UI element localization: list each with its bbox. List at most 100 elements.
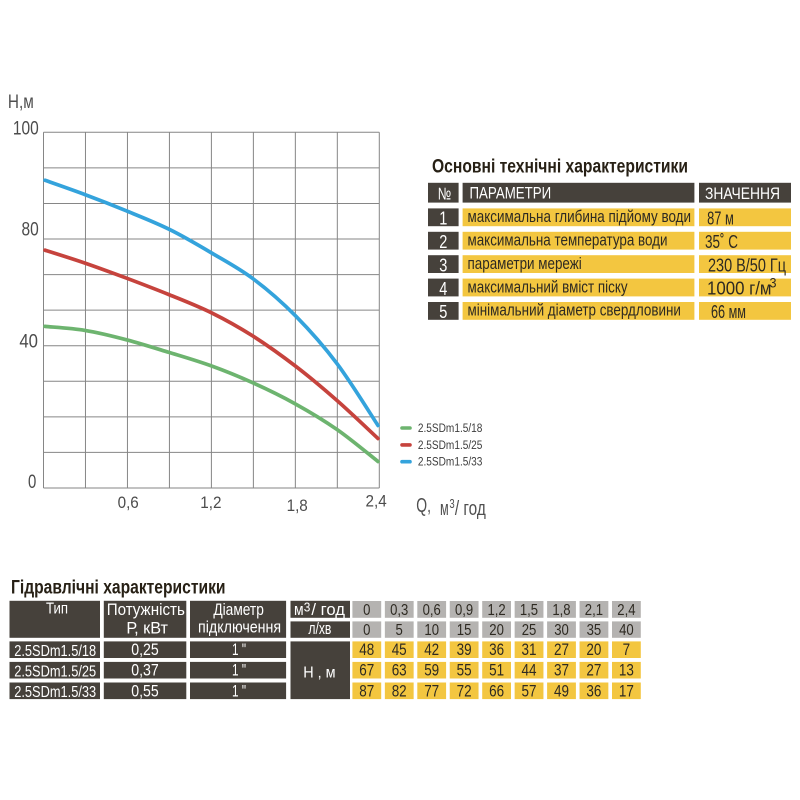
svg-text:5: 5 (439, 302, 447, 322)
svg-text:Р, кВт: Р, кВт (126, 620, 168, 638)
svg-text:0,25: 0,25 (131, 641, 159, 659)
svg-text:7: 7 (623, 641, 631, 659)
svg-text:1000 г/м: 1000 г/м (707, 278, 772, 299)
svg-text:параметри мережі: параметри мережі (468, 254, 582, 273)
svg-text:39: 39 (457, 641, 472, 659)
svg-text:1,2: 1,2 (200, 493, 221, 512)
svg-text:82: 82 (392, 682, 407, 700)
svg-text:20: 20 (489, 622, 504, 639)
svg-text:10: 10 (424, 622, 439, 639)
svg-text:2: 2 (439, 232, 447, 252)
svg-text:80: 80 (22, 218, 39, 240)
svg-text:0,6: 0,6 (118, 493, 139, 512)
svg-text:36: 36 (489, 641, 504, 659)
svg-text:0: 0 (28, 471, 36, 493)
svg-text:2.5SDm1.5/33: 2.5SDm1.5/33 (14, 684, 96, 701)
svg-text:1 ": 1 " (232, 662, 246, 680)
svg-text:Н , м: Н , м (303, 665, 335, 682)
svg-text:Тип: Тип (46, 601, 68, 618)
svg-text:37: 37 (554, 662, 569, 680)
svg-text:0,9: 0,9 (455, 602, 473, 619)
svg-text:м: м (440, 498, 449, 520)
svg-text:57: 57 (522, 682, 537, 700)
svg-text:1 ": 1 " (232, 682, 246, 700)
svg-text:25: 25 (522, 622, 537, 639)
svg-text:1 ": 1 " (232, 641, 246, 659)
svg-text:3: 3 (449, 496, 454, 511)
svg-text:№: № (438, 184, 452, 203)
svg-text:0,6: 0,6 (423, 602, 441, 619)
svg-text:підключення: підключення (198, 617, 281, 636)
svg-text:4: 4 (439, 279, 447, 299)
svg-text:35: 35 (587, 622, 602, 639)
svg-text:77: 77 (424, 682, 439, 700)
svg-text:87 м: 87 м (707, 208, 734, 229)
svg-text:/ год: / год (455, 498, 486, 520)
svg-text:2.5SDm1.5/33: 2.5SDm1.5/33 (418, 457, 483, 469)
svg-text:48: 48 (359, 641, 374, 659)
svg-text:5: 5 (396, 622, 403, 639)
svg-text:Гідравлічні характеристики: Гідравлічні характеристики (11, 578, 226, 599)
svg-text:40: 40 (619, 622, 634, 639)
svg-text:л/хв: л/хв (308, 620, 331, 638)
svg-text:0: 0 (363, 602, 370, 619)
svg-text:Q,: Q, (416, 495, 431, 517)
svg-text:Основні технічні характеристик: Основні технічні характеристики (432, 157, 688, 178)
svg-text:0,55: 0,55 (131, 682, 159, 700)
svg-text:мінімальний діаметр свердловин: мінімальний діаметр свердловини (468, 301, 681, 320)
svg-text:0,3: 0,3 (390, 602, 408, 619)
svg-text:44: 44 (522, 662, 537, 680)
svg-text:3: 3 (304, 599, 311, 614)
svg-text:45: 45 (392, 641, 407, 659)
svg-text:максимальна температура води: максимальна температура води (468, 231, 668, 250)
svg-text:20: 20 (586, 641, 601, 659)
svg-text:27: 27 (586, 662, 601, 680)
svg-text:Діаметр: Діаметр (213, 600, 264, 619)
svg-text:35˚ С: 35˚ С (705, 231, 738, 252)
svg-text:/ год: / год (311, 601, 345, 619)
svg-text:36: 36 (586, 682, 601, 700)
svg-text:66: 66 (489, 682, 504, 700)
svg-text:51: 51 (489, 662, 504, 680)
svg-text:2.5SDm1.5/18: 2.5SDm1.5/18 (418, 423, 483, 435)
svg-text:2.5SDm1.5/18: 2.5SDm1.5/18 (14, 643, 96, 660)
svg-text:1,2: 1,2 (488, 602, 506, 619)
svg-text:31: 31 (522, 641, 537, 659)
svg-text:230 В/50 Гц: 230 В/50 Гц (708, 254, 786, 275)
svg-text:27: 27 (554, 641, 569, 659)
svg-text:2,4: 2,4 (617, 602, 635, 619)
svg-text:100: 100 (13, 118, 39, 140)
svg-text:1,8: 1,8 (552, 602, 570, 619)
svg-text:66 мм: 66 мм (711, 301, 746, 322)
svg-text:55: 55 (457, 662, 472, 680)
svg-text:2.5SDm1.5/25: 2.5SDm1.5/25 (14, 663, 96, 680)
svg-text:2,1: 2,1 (585, 602, 603, 619)
svg-text:13: 13 (619, 662, 634, 680)
svg-text:Потужність: Потужність (107, 601, 185, 619)
svg-text:3: 3 (770, 275, 777, 290)
svg-text:ЗНАЧЕННЯ: ЗНАЧЕННЯ (705, 185, 780, 203)
svg-text:87: 87 (359, 682, 374, 700)
svg-text:42: 42 (424, 641, 439, 659)
svg-text:2,4: 2,4 (366, 492, 387, 511)
svg-text:ПАРАМЕТРИ: ПАРАМЕТРИ (470, 185, 552, 203)
svg-text:H,м: H,м (8, 92, 34, 113)
svg-text:49: 49 (554, 682, 569, 700)
svg-text:15: 15 (457, 622, 472, 639)
svg-text:1: 1 (439, 209, 447, 229)
svg-text:30: 30 (554, 622, 569, 639)
svg-text:40: 40 (19, 331, 38, 353)
svg-text:3: 3 (439, 255, 447, 275)
svg-text:72: 72 (457, 682, 472, 700)
svg-text:1,8: 1,8 (287, 496, 308, 515)
svg-text:67: 67 (359, 662, 374, 680)
svg-text:м: м (294, 601, 304, 619)
svg-text:59: 59 (424, 662, 439, 680)
svg-text:2.5SDm1.5/25: 2.5SDm1.5/25 (418, 440, 483, 452)
svg-text:максимальний вміст піску: максимальний вміст піску (468, 277, 628, 296)
svg-text:0,37: 0,37 (131, 662, 159, 680)
svg-text:17: 17 (619, 682, 634, 700)
svg-text:максимальна глибина підйому во: максимальна глибина підйому води (468, 207, 692, 226)
svg-text:63: 63 (392, 662, 407, 680)
svg-text:1,5: 1,5 (520, 602, 538, 619)
